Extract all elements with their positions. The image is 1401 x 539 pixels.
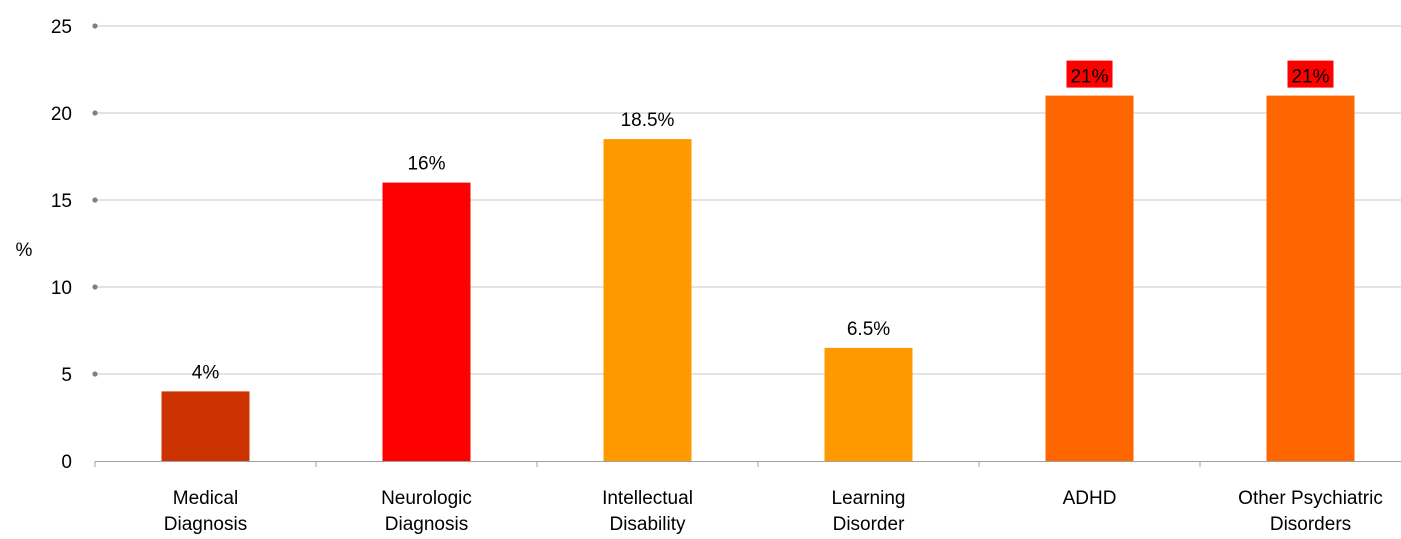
bars: [161, 95, 1355, 461]
y-tick-dot: [92, 284, 98, 290]
data-label: 4%: [192, 362, 220, 383]
data-label: 21%: [1070, 67, 1108, 88]
y-tick-label: 10: [51, 278, 72, 299]
x-tick-label: Neurologic Diagnosis: [381, 488, 472, 535]
data-label: 16%: [407, 154, 445, 175]
data-label: 6.5%: [847, 319, 890, 340]
y-tick-dot: [92, 371, 98, 377]
gridlines: [95, 25, 1401, 375]
y-tick-label: 20: [51, 104, 72, 125]
data-label: 21%: [1291, 67, 1329, 88]
bar: [382, 182, 471, 461]
y-tick-dot: [92, 23, 98, 29]
x-tick-label: Learning Disorder: [832, 488, 906, 535]
data-label: 18.5%: [621, 110, 675, 131]
x-tick-label: ADHD: [1063, 488, 1117, 509]
data-label-highlight: [1066, 60, 1113, 88]
y-tick-label: 0: [61, 452, 72, 473]
x-tick-label: Other Psychiatric Disorders: [1238, 488, 1383, 535]
axes: 0 5 10 15 20 25 Medical Diagnosis Neurologic Diag…: [51, 17, 1401, 535]
bar: [1045, 95, 1134, 461]
bar: [161, 391, 250, 461]
y-tick-label: 15: [51, 191, 72, 212]
y-tick-dot: [92, 110, 98, 116]
y-tick-dot: [92, 197, 98, 203]
x-tick-label: Medical Diagnosis: [164, 488, 247, 535]
y-axis-label: %: [16, 240, 33, 261]
bar: [1266, 95, 1355, 461]
bar: [824, 347, 913, 461]
data-labels: 4% 16% 18.5% 6.5% 21% 21%: [192, 60, 1334, 383]
y-tick-label: 5: [61, 365, 72, 386]
bar: [603, 139, 692, 461]
data-label-highlight: [1287, 60, 1334, 88]
x-tick-label: Intellectual Disability: [602, 488, 693, 535]
y-tick-label: 25: [51, 17, 72, 38]
